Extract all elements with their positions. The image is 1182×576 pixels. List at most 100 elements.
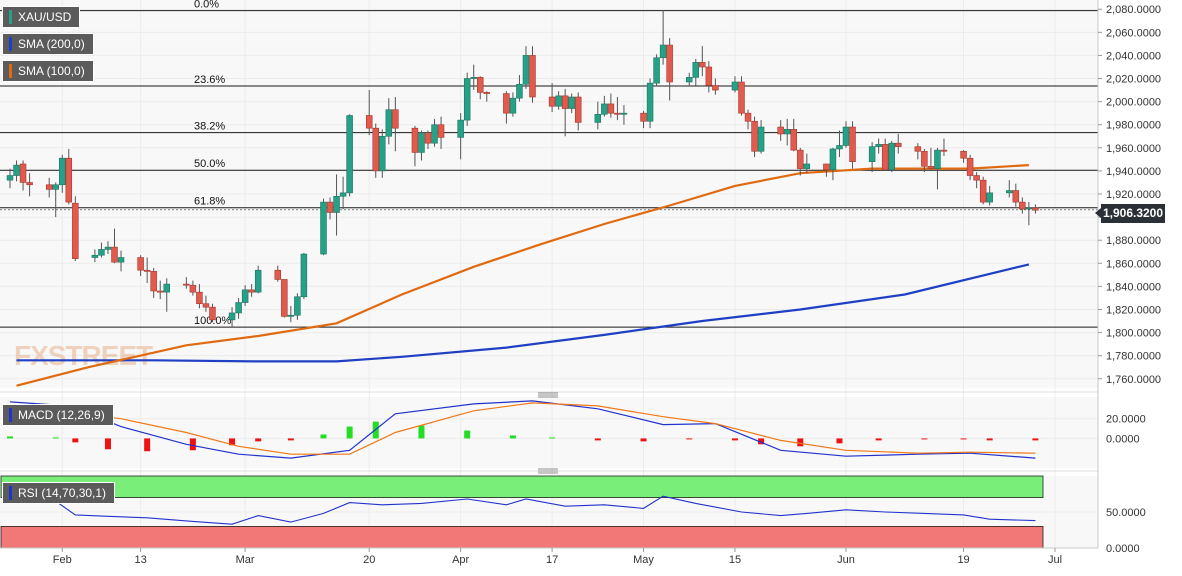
candle[interactable] [659,10,667,65]
candle[interactable] [921,148,928,173]
candle[interactable] [156,280,164,300]
candle[interactable] [1032,204,1039,214]
candle[interactable] [13,160,20,182]
candle[interactable] [842,121,850,148]
splitter-handle-icon[interactable] [538,468,558,474]
candle[interactable] [979,176,987,205]
candle[interactable] [294,293,301,320]
candle[interactable] [757,120,765,154]
candle[interactable] [783,118,791,146]
candle[interactable] [143,257,151,283]
candle[interactable] [117,250,125,272]
candle[interactable] [555,91,562,110]
candle[interactable] [418,130,425,161]
candle[interactable] [1012,183,1020,207]
macd-signal-line[interactable] [9,402,1036,455]
candle[interactable] [365,90,373,136]
candle[interactable] [19,160,27,191]
rsi-line[interactable] [9,495,1036,525]
sma200-tag[interactable]: SMA (200,0) [2,33,94,55]
candle[interactable] [1006,180,1013,198]
candle[interactable] [477,76,484,100]
candle[interactable] [248,284,255,297]
sma100-line[interactable] [16,164,1029,387]
candle[interactable] [803,153,811,174]
candle[interactable] [163,278,170,312]
candle[interactable] [189,280,197,296]
candle[interactable] [823,163,830,177]
candle[interactable] [888,140,895,173]
candle[interactable] [568,93,575,114]
rsi-tag[interactable]: RSI (14,70,30,1) [2,482,116,504]
candle[interactable] [45,177,53,198]
candle[interactable] [829,147,837,181]
candle[interactable] [561,88,569,137]
candle[interactable] [72,196,79,261]
candle[interactable] [607,93,615,118]
candle[interactable] [836,130,843,158]
candle[interactable] [98,242,105,258]
candle[interactable] [1019,197,1026,214]
candle[interactable] [614,97,621,121]
candle[interactable] [196,284,203,309]
candle[interactable] [483,91,491,102]
candle[interactable] [111,228,118,264]
sma200-line[interactable] [16,263,1030,363]
candle[interactable] [927,147,935,171]
candle[interactable] [699,46,706,77]
macd-line[interactable] [9,400,1036,459]
macd-tag[interactable]: MACD (12,26,9) [2,404,114,426]
candle[interactable] [26,173,33,197]
candle[interactable] [516,75,523,102]
candle[interactable] [522,46,530,89]
candle[interactable] [6,168,14,189]
candle[interactable] [895,133,902,154]
candle[interactable] [287,306,295,323]
candle[interactable] [881,138,889,171]
candle[interactable] [574,92,582,131]
candle[interactable] [424,130,432,149]
splitter-handle-icon[interactable] [538,392,558,398]
candle[interactable] [940,138,948,156]
candle[interactable] [529,46,536,103]
candle[interactable] [653,54,660,87]
candle[interactable] [960,150,967,163]
candle[interactable] [346,114,353,197]
candle[interactable] [875,138,882,154]
candle[interactable] [666,38,673,101]
candle[interactable] [705,61,713,93]
candle[interactable] [463,72,471,126]
candle[interactable] [137,255,144,276]
candle[interactable] [326,197,334,220]
candle[interactable] [738,76,745,116]
candle[interactable] [601,95,608,117]
candle[interactable] [849,121,856,169]
candle[interactable] [379,129,386,178]
candle[interactable] [712,78,719,95]
candle[interactable] [686,72,693,87]
candle[interactable] [797,147,804,176]
candle[interactable] [339,176,347,210]
candle[interactable] [777,120,784,141]
candle[interactable] [640,110,647,129]
candle[interactable] [91,249,99,263]
candle[interactable] [548,83,556,113]
candle[interactable] [52,182,59,218]
candle[interactable] [470,64,477,91]
candle[interactable] [183,277,190,289]
candle[interactable] [914,143,922,160]
candle[interactable] [254,265,262,294]
candle[interactable] [1025,202,1033,226]
candle[interactable] [372,123,379,178]
candle[interactable] [333,174,340,236]
candle[interactable] [692,58,700,86]
candle[interactable] [150,267,157,298]
candle[interactable] [437,116,445,149]
candle[interactable] [235,297,242,319]
candle[interactable] [986,185,993,206]
candle[interactable] [65,148,73,205]
candle[interactable] [59,154,66,193]
candle[interactable] [431,118,438,147]
candle[interactable] [620,105,628,125]
